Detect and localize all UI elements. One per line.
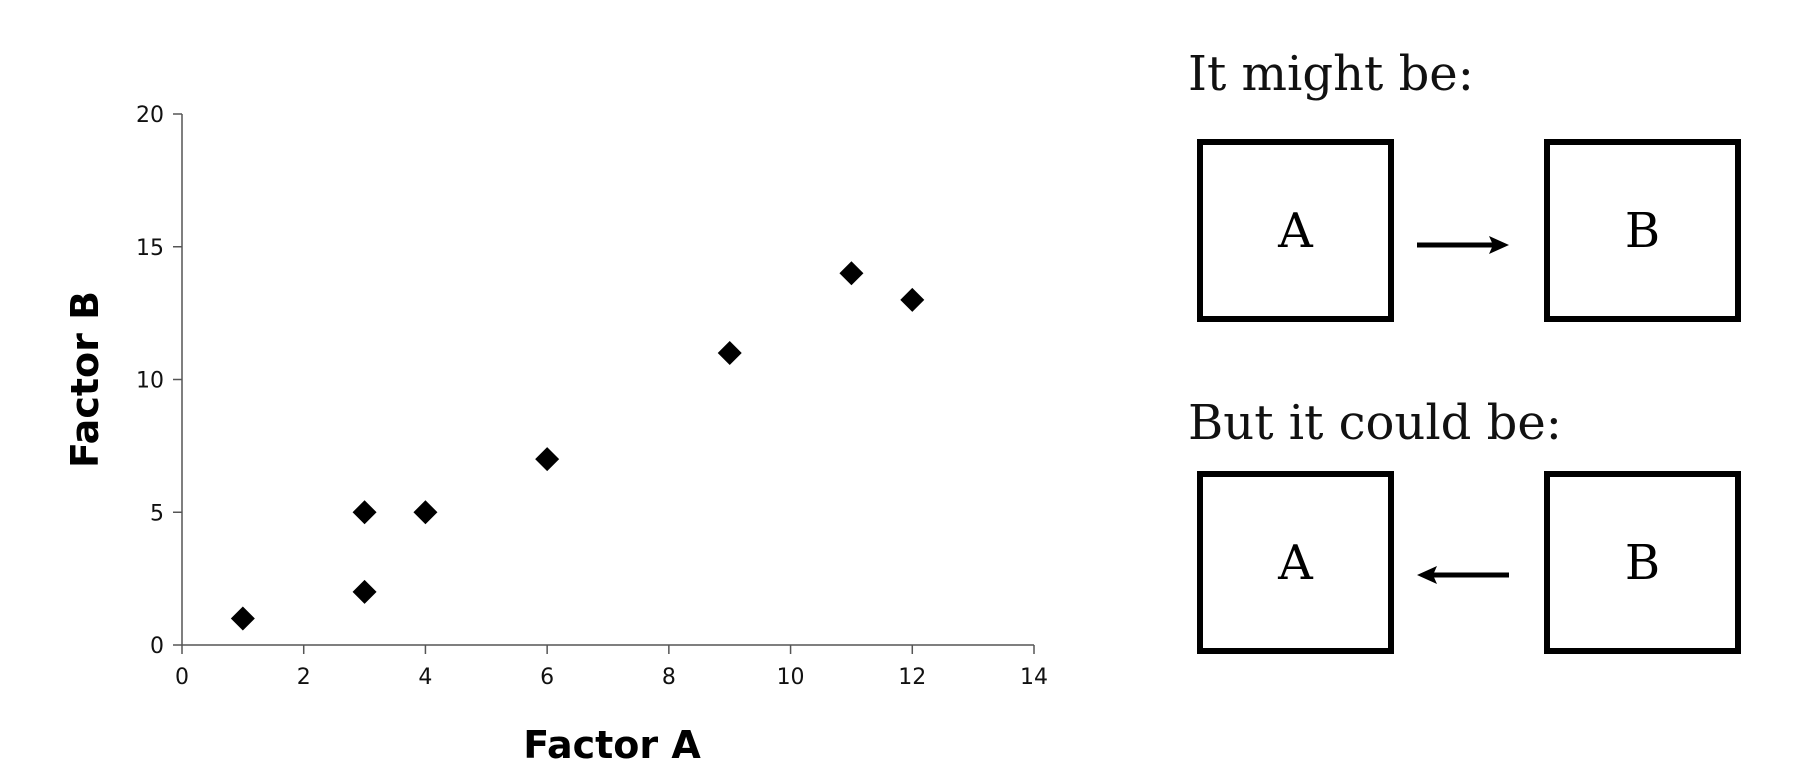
arrow-left-icon [1417, 566, 1509, 584]
box-a-row-2: A [1197, 471, 1394, 654]
data-point [717, 340, 742, 365]
x-tick-label: 12 [898, 665, 926, 690]
x-tick-label: 8 [662, 665, 676, 690]
x-tick-label: 14 [1020, 665, 1048, 690]
y-tick-label: 20 [136, 103, 164, 128]
y-axis-title: Factor B [63, 291, 107, 468]
chart-axes: 0 2 4 6 8 10 12 14 0 5 10 15 20 [136, 103, 1048, 690]
x-tick-label: 0 [175, 665, 189, 690]
data-point [352, 500, 377, 525]
scatter-chart: 0 2 4 6 8 10 12 14 0 5 10 15 20 Factor A Factor B [63, 103, 1048, 767]
y-tick-label: 0 [150, 634, 164, 659]
data-point [839, 261, 864, 286]
data-point [900, 287, 925, 312]
x-tick-label: 10 [777, 665, 805, 690]
box-b-row-1: B [1544, 139, 1741, 322]
heading-could-be: But it could be: [1188, 395, 1562, 451]
x-tick-label: 2 [297, 665, 311, 690]
arrow-right-icon [1417, 236, 1509, 254]
x-tick-label: 4 [418, 665, 432, 690]
box-a-row-1: A [1197, 139, 1394, 322]
data-point [352, 579, 377, 604]
x-axis-title: Factor A [523, 723, 701, 767]
y-tick-label: 10 [136, 369, 164, 394]
y-tick-label: 5 [150, 501, 164, 526]
data-point [230, 606, 255, 631]
data-point [413, 500, 438, 525]
data-point [535, 447, 560, 472]
heading-might-be: It might be: [1188, 46, 1474, 102]
y-tick-label: 15 [136, 236, 164, 261]
x-tick-label: 6 [540, 665, 554, 690]
box-b-row-2: B [1544, 471, 1741, 654]
chart-points [230, 261, 925, 631]
